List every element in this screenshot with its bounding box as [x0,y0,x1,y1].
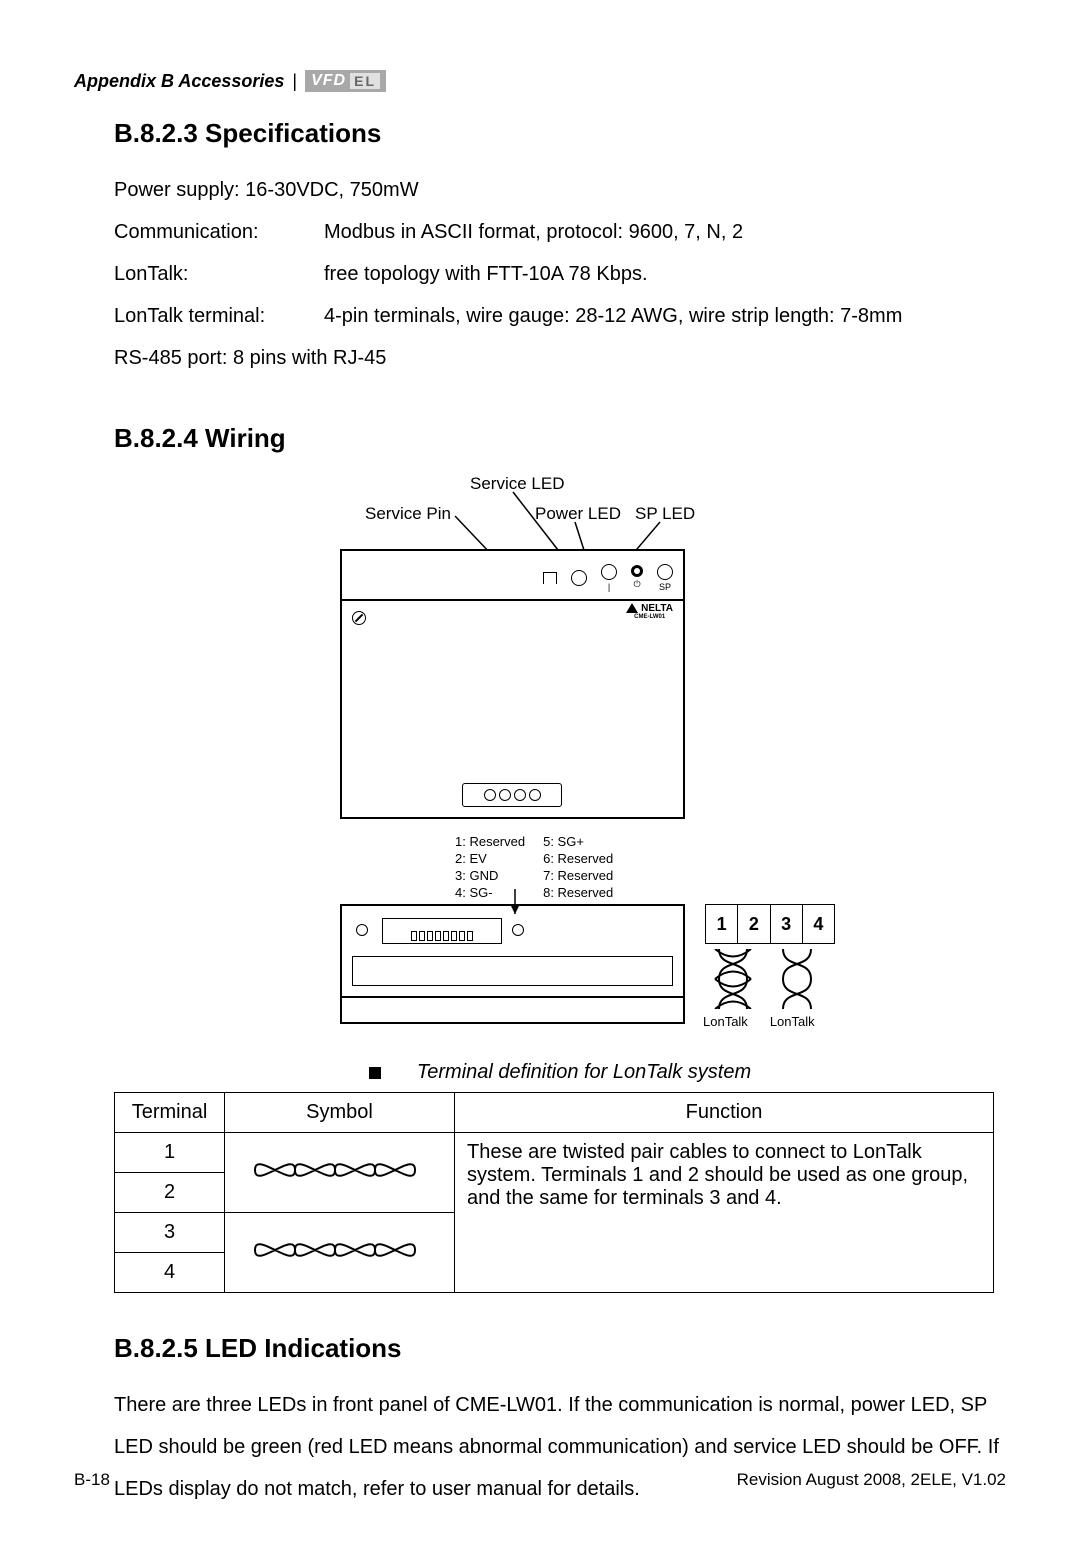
lontalk-labels: LonTalk LonTalk [703,1014,815,1029]
spec-label: LonTalk: [114,253,324,295]
page-number: B-18 [74,1470,110,1490]
label-service-pin: Service Pin [365,504,451,524]
terminal-cell: 1 [115,1133,225,1173]
power-supply: Power supply: 16-30VDC, 750mW [114,169,1006,211]
symbol-cell [225,1133,455,1213]
page-header: Appendix B Accessories | VFDEL [74,70,1006,92]
spec-value: Modbus in ASCII format, protocol: 9600, … [324,211,1006,253]
th-terminal: Terminal [115,1093,225,1133]
screw-icon [352,611,366,625]
label-service-led: Service LED [470,474,564,494]
terminal-cell: 4 [115,1253,225,1293]
rs485-port: RS-485 port: 8 pins with RJ-45 [114,337,1006,379]
bullet-square-icon [369,1067,381,1079]
rj45-port [382,918,502,944]
led-heading: B.8.2.5 LED Indications [74,1333,1006,1364]
th-function: Function [455,1093,994,1133]
module-top-view: | ⏻ SP NELTA CME-LW01 [340,549,685,819]
revision-info: Revision August 2008, 2ELE, V1.02 [737,1470,1006,1490]
spec-value: 4-pin terminals, wire gauge: 28-12 AWG, … [324,295,1006,337]
connector-slot [462,783,562,807]
spec-block: Power supply: 16-30VDC, 750mW Communicat… [74,169,1006,379]
spec-label: Communication: [114,211,324,253]
table-caption: Terminal definition for LonTalk system [417,1061,751,1084]
terminal-table: Terminal Symbol Function 1 These are twi… [114,1092,994,1293]
appendix-label: Appendix B Accessories [74,71,284,92]
function-cell: These are twisted pair cables to connect… [455,1133,994,1293]
page-footer: B-18 Revision August 2008, 2ELE, V1.02 [74,1470,1006,1490]
twisted-pair-icons [705,949,825,1009]
label-power-led: Power LED [535,504,621,524]
module-side-view [340,904,685,1024]
label-sp-led: SP LED [635,504,695,524]
terminal-cell: 2 [115,1173,225,1213]
spec-label: LonTalk terminal: [114,295,324,337]
terminal-cell: 3 [115,1213,225,1253]
logo-badge: VFDEL [305,70,386,92]
terminal-numbers: 1 2 3 4 [705,904,835,944]
spec-heading: B.8.2.3 Specifications [74,118,1006,149]
table-caption-row: Terminal definition for LonTalk system [114,1061,1006,1084]
symbol-cell [225,1213,455,1293]
wiring-heading: B.8.2.4 Wiring [74,423,1006,454]
spec-value: free topology with FTT-10A 78 Kbps. [324,253,1006,295]
brand-label: NELTA CME-LW01 [626,603,673,620]
led-paragraph: There are three LEDs in front panel of C… [74,1384,1006,1510]
pin-legend: 1: Reserved 2: EV 3: GND 4: SG- 5: SG+ 6… [455,834,613,902]
th-symbol: Symbol [225,1093,455,1133]
wiring-diagram: Service LED Service Pin Power LED SP LED… [255,474,825,1044]
